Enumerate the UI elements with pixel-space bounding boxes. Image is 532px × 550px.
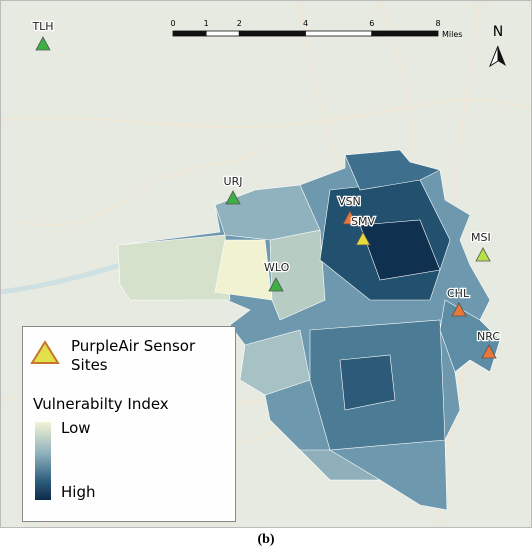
legend: PurpleAir Sensor Sites Vulnerabilty Inde… [22, 326, 236, 522]
color-ramp [35, 422, 51, 500]
site-label: NRC [477, 330, 500, 343]
site-marker [355, 231, 371, 246]
north-arrow-half [488, 45, 499, 68]
north-label: N [493, 24, 503, 40]
scale-unit: Miles [442, 30, 462, 39]
legend-high: High [61, 483, 96, 501]
site-label: CHL [447, 287, 470, 300]
site-label: WLO [264, 261, 290, 274]
site-marker [225, 190, 241, 205]
scale-tick-label: 8 [435, 19, 440, 28]
road [19, 149, 261, 227]
site-marker [481, 344, 497, 359]
site-label: TLH [31, 20, 53, 33]
legend-triangle [30, 340, 60, 364]
tract [214, 184, 321, 241]
site-label: SMV [351, 215, 375, 228]
site-label: MSI [471, 231, 491, 244]
scale-tick-label: 1 [204, 19, 209, 28]
tract [117, 234, 231, 301]
scale-segment [172, 30, 207, 37]
scale-tick-label: 0 [170, 19, 175, 28]
site-marker [342, 210, 358, 225]
tract [359, 219, 441, 281]
scale-tick-label: 2 [237, 19, 242, 28]
site-label: URJ [224, 175, 243, 188]
tract [339, 354, 396, 411]
site-marker [268, 277, 284, 292]
scale-segment [371, 30, 439, 37]
tract [299, 449, 382, 481]
scale-tick-label: 6 [369, 19, 374, 28]
tract [344, 149, 441, 191]
caption: (b) [257, 532, 275, 547]
scale-tick-label: 4 [303, 19, 308, 28]
legend-low: Low [61, 419, 91, 437]
scale-segment [305, 30, 373, 37]
legend-sites-label: PurpleAir Sensor Sites [71, 337, 196, 374]
site-marker [35, 36, 51, 51]
road [379, 0, 414, 161]
scale-segment [205, 30, 240, 37]
tract [239, 329, 311, 396]
legend-graphics [30, 340, 60, 500]
site-marker [475, 247, 491, 262]
north-arrow: N [488, 24, 506, 68]
road [0, 98, 532, 129]
site-marker [451, 302, 467, 317]
scale-segment [238, 30, 306, 37]
sites: TLH URJ VSN SMV MSI WLO CHL NRC [30, 19, 502, 359]
legend-index-title: Vulnerabilty Index [33, 395, 169, 413]
north-arrow-half [498, 46, 506, 66]
site-label: VSN [338, 195, 361, 208]
